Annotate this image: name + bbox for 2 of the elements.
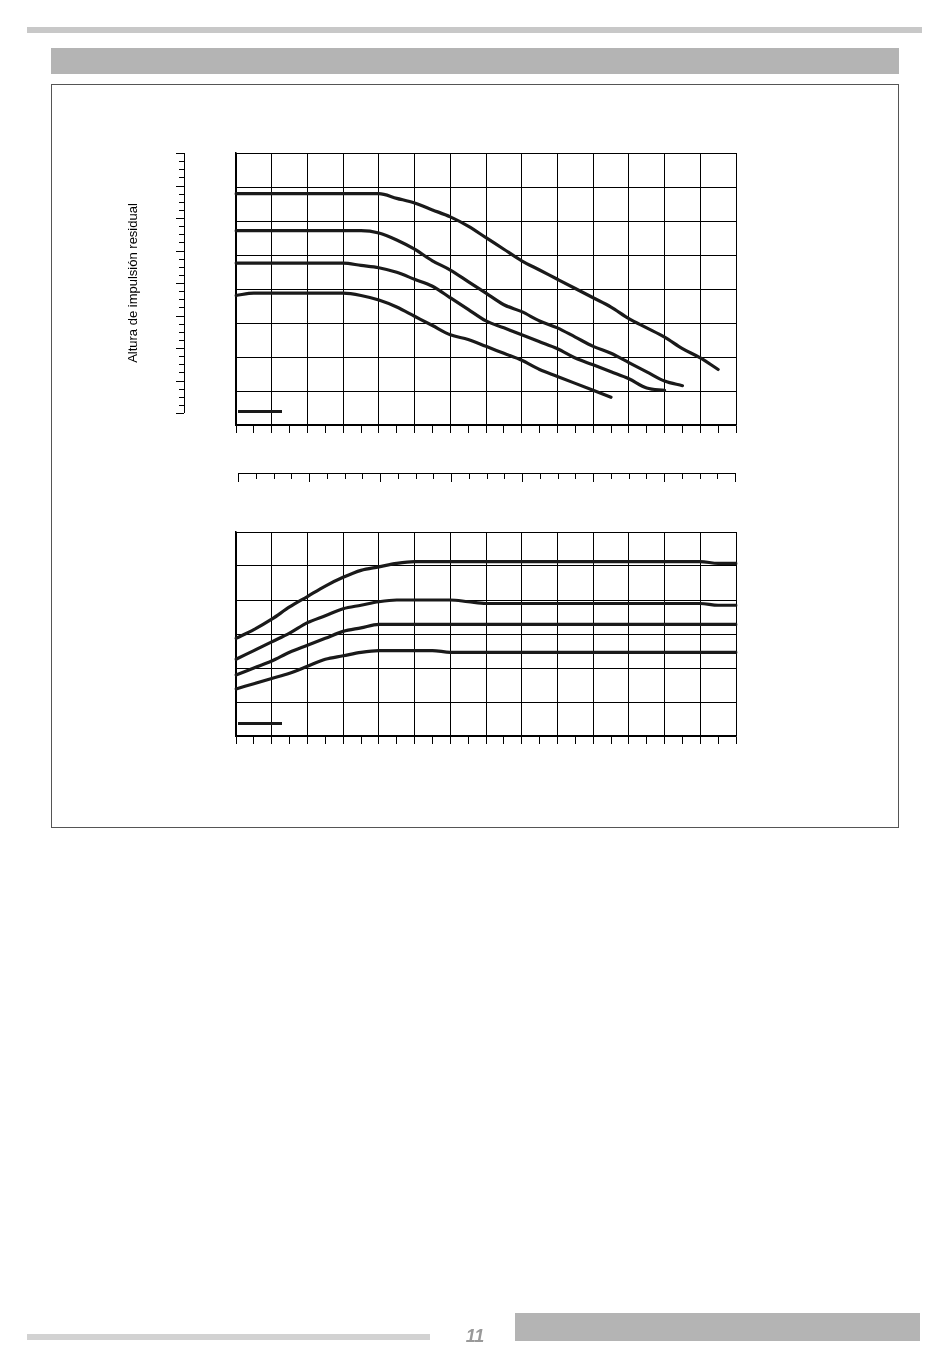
y-axis-title: Altura de impulsión residual	[125, 202, 141, 365]
text: 11	[464, 1326, 486, 1347]
